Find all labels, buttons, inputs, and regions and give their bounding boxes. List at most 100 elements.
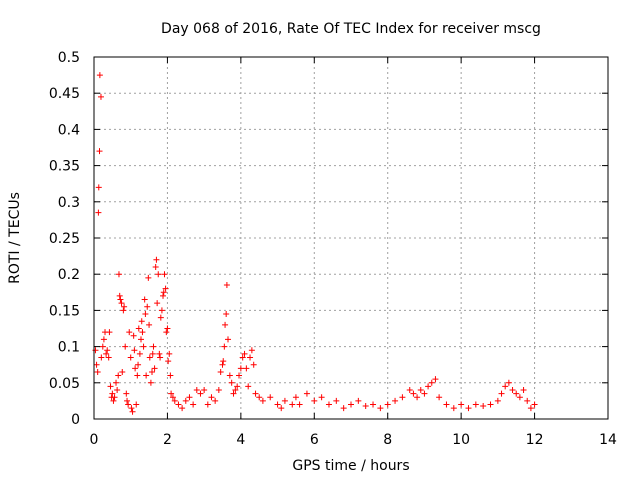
data-point [144, 303, 151, 310]
data-point [95, 209, 102, 216]
data-point [115, 372, 122, 379]
data-point [120, 307, 127, 314]
y-tick-label: 0.05 [49, 376, 80, 392]
data-point [281, 397, 288, 404]
y-tick-label: 0.45 [49, 86, 80, 102]
data-point [186, 394, 193, 401]
data-point [230, 390, 237, 397]
data-point [505, 379, 512, 386]
data-point [465, 405, 472, 412]
data-point [259, 397, 266, 404]
data-point [126, 329, 133, 336]
data-point [348, 401, 354, 408]
x-tick-label: 14 [599, 432, 617, 448]
data-point [252, 390, 259, 397]
data-point [136, 350, 143, 357]
data-point [134, 372, 141, 379]
data-point [223, 282, 230, 289]
x-tick-label: 8 [383, 432, 392, 448]
data-point [133, 401, 140, 408]
data-point [140, 343, 147, 350]
data-point [99, 343, 106, 350]
y-axis-label: ROTI / TECUs [7, 192, 23, 284]
data-point [443, 401, 450, 408]
data-point [425, 383, 432, 390]
data-point [155, 271, 162, 278]
data-point [152, 263, 159, 270]
data-point [384, 401, 391, 408]
y-tick-label: 0.25 [49, 231, 80, 247]
data-point [234, 383, 241, 390]
data-point [432, 376, 439, 383]
data-point [458, 401, 465, 408]
data-point [513, 390, 520, 397]
data-point [237, 365, 244, 372]
data-point [124, 397, 131, 404]
data-point [135, 325, 142, 332]
data-point [311, 397, 318, 404]
data-point [139, 329, 146, 336]
x-tick-label: 6 [310, 432, 319, 448]
data-point [296, 401, 303, 408]
data-point [392, 397, 399, 404]
data-point [94, 368, 101, 375]
data-point [146, 321, 153, 328]
data-point [121, 303, 128, 310]
data-point [472, 401, 479, 408]
data-point [215, 387, 222, 394]
data-point [243, 365, 250, 372]
data-point [527, 405, 534, 412]
data-point [167, 372, 174, 379]
data-point [516, 394, 523, 401]
data-point [154, 300, 161, 307]
data-point [208, 394, 215, 401]
data-point [221, 343, 228, 350]
data-point [116, 292, 123, 299]
data-point [225, 336, 232, 343]
data-point [362, 402, 369, 409]
data-point [524, 397, 531, 404]
y-tick-label: 0.15 [49, 303, 80, 319]
data-point [130, 332, 137, 339]
data-point [370, 401, 377, 408]
data-point [222, 321, 229, 328]
data-point [105, 354, 112, 361]
data-point [162, 285, 169, 292]
data-point [138, 318, 145, 325]
data-point [204, 401, 211, 408]
data-point [212, 397, 219, 404]
grid-lines [94, 57, 608, 419]
x-tick-label: 12 [526, 432, 544, 448]
data-point [171, 397, 178, 404]
data-point [158, 307, 165, 314]
data-point [223, 311, 230, 318]
data-point [168, 390, 175, 397]
data-point [93, 361, 100, 368]
data-point [201, 387, 208, 394]
data-point [145, 274, 152, 281]
data-point [247, 354, 254, 361]
y-tick-label: 0.35 [49, 159, 80, 175]
data-point [129, 408, 136, 415]
data-point [107, 383, 114, 390]
data-point [119, 368, 126, 375]
x-tick-label: 2 [163, 432, 172, 448]
data-point [267, 394, 274, 401]
data-point [355, 397, 362, 404]
data-point [179, 405, 186, 412]
data-point [157, 314, 164, 321]
data-point [125, 401, 132, 408]
data-point [146, 354, 153, 361]
data-point [122, 343, 129, 350]
data-point [131, 347, 138, 354]
data-point [95, 184, 102, 191]
data-point [96, 148, 103, 155]
x-tick-label: 0 [90, 432, 99, 448]
data-point [421, 390, 428, 397]
data-point [182, 397, 189, 404]
data-point [193, 387, 200, 394]
data-point [147, 379, 154, 386]
x-axis-tick-labels: 0 2 4 6 8 10 12 14 [90, 432, 617, 448]
data-point [219, 361, 226, 368]
data-point [161, 271, 168, 278]
